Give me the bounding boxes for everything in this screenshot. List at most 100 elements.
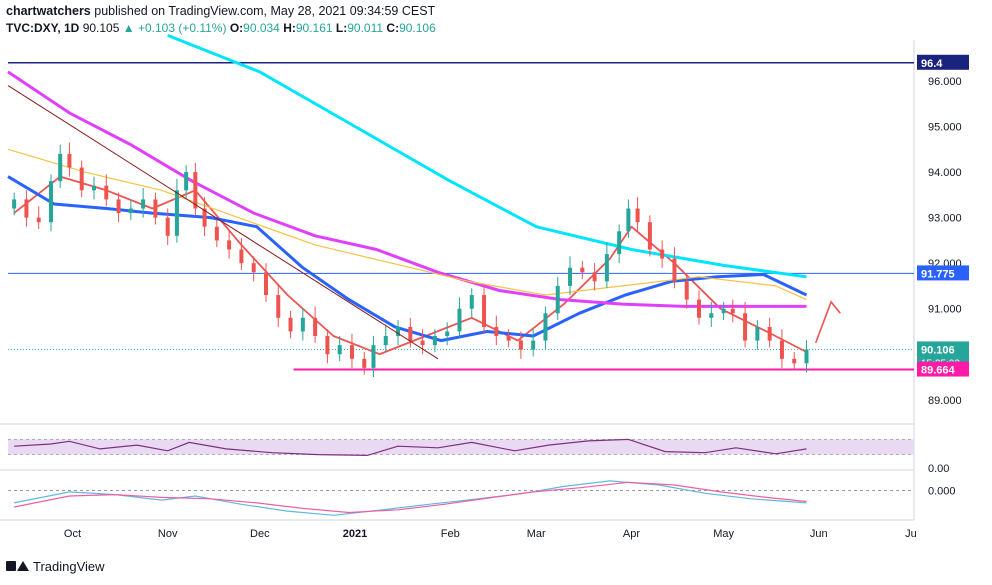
macd-pane — [8, 480, 914, 516]
candle-body — [48, 181, 53, 223]
candle-body — [67, 153, 72, 168]
candle-body — [635, 208, 640, 223]
ma-line-ma_slow — [7, 148, 807, 301]
price-label-box — [917, 54, 969, 70]
footer: TradingView — [6, 558, 105, 574]
candle-body — [251, 263, 256, 273]
candle-body — [672, 258, 677, 282]
candle-body — [153, 199, 158, 218]
candle-body — [647, 222, 652, 250]
candle-body — [165, 217, 170, 236]
high-label: H: — [283, 21, 296, 35]
y-tick-label: 96.000 — [928, 76, 962, 88]
annotations — [7, 85, 841, 360]
candle-body — [580, 267, 585, 273]
rsi-line — [14, 438, 807, 457]
rsi-pane — [8, 438, 914, 457]
candle-body — [337, 345, 342, 355]
candle-body — [12, 199, 17, 209]
x-tick-label: Apr — [623, 528, 640, 540]
x-tick-label: Mar — [527, 528, 546, 540]
candle-body — [184, 172, 189, 191]
rsi-value-label: 0.00 — [928, 463, 949, 475]
ma-line-ma_long — [7, 70, 807, 308]
open-value: 90.034 — [243, 21, 280, 35]
y-tick-label: 93.000 — [928, 213, 962, 225]
candle-body — [730, 308, 735, 314]
candle-body — [91, 185, 96, 191]
candle-body — [420, 340, 425, 346]
candle-body — [24, 199, 29, 218]
candle-body — [141, 199, 146, 209]
candle-body — [227, 240, 232, 250]
price-label-box — [917, 361, 969, 377]
candle-body — [543, 313, 548, 341]
candle-body — [721, 308, 726, 314]
candle-body — [617, 231, 622, 255]
candle-body — [202, 208, 207, 227]
x-tick-label: Jun — [810, 528, 828, 540]
candle-body — [592, 272, 597, 282]
candle-body — [506, 336, 511, 341]
tradingview-logo-icon[interactable] — [6, 558, 29, 574]
candle-body — [555, 285, 560, 314]
symbol: TVC:DXY, 1D — [6, 21, 80, 35]
candle-body — [408, 326, 413, 341]
candle-body — [604, 254, 609, 282]
low-label: L: — [335, 21, 348, 35]
x-tick-label: Oct — [64, 528, 81, 540]
price-change: ▲ +0.103 (+0.11%) — [122, 21, 227, 35]
candle-body — [349, 345, 354, 359]
low-value: 90.011 — [347, 21, 384, 35]
x-tick-label: Ju — [905, 528, 917, 540]
high-value: 90.161 — [295, 21, 333, 35]
candle-body — [288, 317, 293, 332]
x-tick-label: Nov — [158, 528, 178, 540]
candle-body — [684, 281, 689, 300]
price-label-box — [917, 265, 969, 281]
candle-body — [531, 340, 536, 350]
candle-body — [432, 336, 437, 346]
candle-body — [518, 340, 523, 350]
candle-body — [626, 208, 631, 232]
candle-body — [214, 226, 219, 241]
x-tick-label: 2021 — [343, 528, 367, 540]
candle-body — [58, 153, 63, 182]
brand-name[interactable]: TradingView — [33, 558, 105, 574]
candle-body — [174, 190, 179, 236]
y-tick-label: 95.000 — [928, 122, 962, 134]
forecast-arrow — [814, 300, 841, 344]
signal-line — [13, 481, 807, 514]
candle-body — [767, 326, 772, 341]
candle-body — [396, 326, 401, 337]
candle-body — [263, 272, 268, 296]
candle-body — [494, 326, 499, 337]
candle-body — [755, 326, 760, 341]
candle-body — [445, 331, 450, 337]
candle-body — [362, 358, 367, 368]
candle-body — [709, 313, 714, 318]
candle-body — [104, 185, 109, 200]
candle-body — [313, 317, 318, 337]
candle-body — [239, 249, 244, 264]
candle-body — [743, 313, 748, 341]
open-label: O: — [229, 21, 244, 35]
candle-body — [36, 217, 41, 223]
price-label: 91.775 — [921, 268, 955, 280]
x-tick-label: Dec — [250, 528, 270, 540]
candle-body — [128, 208, 133, 214]
publisher[interactable]: chartwatchers — [6, 4, 91, 18]
candle-body — [325, 336, 330, 355]
candle-body — [300, 317, 305, 332]
ma-line-ma_mid — [7, 175, 808, 343]
y-tick-label: 89.000 — [928, 395, 962, 407]
published-text: published on TradingView.com, May 28, 20… — [90, 4, 436, 18]
rsi-band — [8, 439, 914, 455]
candle-body — [383, 336, 388, 346]
macd-zero-label: 0.000 — [928, 486, 956, 498]
candlesticks — [12, 142, 809, 378]
candle-body — [804, 349, 809, 364]
y-tick-label: 91.000 — [928, 304, 962, 316]
close-value: 90.106 — [399, 21, 436, 35]
